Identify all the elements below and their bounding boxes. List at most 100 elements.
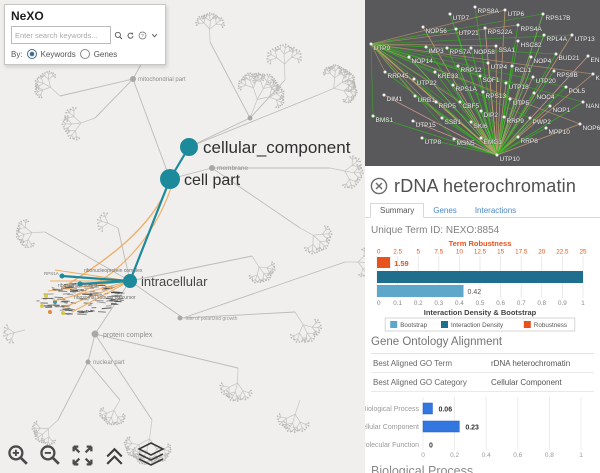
gene-node[interactable] xyxy=(510,64,514,68)
radio-keywords[interactable] xyxy=(26,49,37,59)
gene-node[interactable] xyxy=(382,93,386,97)
gene-node[interactable] xyxy=(421,25,425,29)
radio-genes[interactable] xyxy=(79,49,90,59)
gene-network-canvas[interactable]: UTP9 RPS8A UTP6 UTP7 RPS17B NOP56 UTP21 RPS22A R… xyxy=(365,0,600,166)
ontology-node[interactable] xyxy=(85,359,91,365)
go-alignment-chart: 0 0.2 0.4 0.6 0.8 1 Biological Process 0.06 Cell… xyxy=(365,397,583,459)
gene-node[interactable] xyxy=(473,5,477,9)
gene-node[interactable] xyxy=(412,77,416,81)
gene-node[interactable] xyxy=(445,46,449,50)
gene-node[interactable] xyxy=(452,137,456,141)
zoom-out-button[interactable] xyxy=(38,443,63,468)
gene-node[interactable] xyxy=(570,33,574,37)
close-icon[interactable] xyxy=(370,177,388,195)
gene-node[interactable] xyxy=(541,12,545,16)
ontology-node[interactable] xyxy=(91,330,99,338)
ontology-node[interactable] xyxy=(247,115,253,121)
gene-node[interactable] xyxy=(508,97,512,101)
go-row-label: Best Aligned GO Category xyxy=(373,378,467,387)
gene-node[interactable] xyxy=(544,126,548,130)
gene-node[interactable] xyxy=(516,135,520,139)
gene-node[interactable] xyxy=(434,100,438,104)
search-icon[interactable] xyxy=(114,29,123,42)
gene-label: NOP1 xyxy=(553,107,571,114)
gene-node[interactable] xyxy=(369,42,373,46)
radio-keywords-label: Keywords xyxy=(40,49,76,59)
gene-node[interactable] xyxy=(486,61,490,65)
gene-node[interactable] xyxy=(548,104,552,108)
ontology-node-selected[interactable] xyxy=(123,274,137,288)
tab-interactions[interactable]: Interactions xyxy=(474,206,517,215)
gene-node[interactable] xyxy=(483,26,487,30)
gene-node[interactable] xyxy=(504,81,508,85)
gene-node[interactable] xyxy=(411,119,415,123)
gene-node[interactable] xyxy=(383,70,387,74)
search-input[interactable] xyxy=(11,26,111,44)
gene-node[interactable] xyxy=(528,116,532,120)
gene-node[interactable] xyxy=(516,23,520,27)
ontology-node[interactable] xyxy=(177,315,183,321)
gene-node[interactable] xyxy=(586,54,590,58)
gene-node[interactable] xyxy=(529,55,533,59)
gene-node[interactable] xyxy=(503,8,507,12)
ontology-node[interactable] xyxy=(209,165,215,171)
gene-node[interactable] xyxy=(413,94,417,98)
gene-node[interactable] xyxy=(478,74,482,78)
biological-process-heading: Biological Process xyxy=(371,464,594,473)
svg-text:0.9: 0.9 xyxy=(558,300,567,307)
gene-node[interactable] xyxy=(479,109,483,113)
gene-node[interactable] xyxy=(458,100,462,104)
ontology-node-selected[interactable] xyxy=(180,138,198,156)
gene-node[interactable] xyxy=(433,70,437,74)
help-icon[interactable]: ? xyxy=(138,29,147,42)
gene-node[interactable] xyxy=(516,39,520,43)
tab-summary[interactable]: Summary xyxy=(370,203,425,218)
gene-node[interactable] xyxy=(495,153,499,157)
chevron-down-icon[interactable] xyxy=(150,29,159,42)
collapse-button[interactable] xyxy=(102,443,127,468)
gene-label: URB1 xyxy=(418,97,436,104)
fit-to-screen-button[interactable] xyxy=(70,443,95,468)
ontology-node-selected[interactable] xyxy=(77,281,83,287)
gene-node[interactable] xyxy=(469,120,473,124)
gene-node[interactable] xyxy=(440,116,444,120)
gene-node[interactable] xyxy=(542,33,546,37)
gene-node[interactable] xyxy=(502,115,506,119)
gene-node[interactable] xyxy=(532,91,536,95)
gene-node[interactable] xyxy=(581,100,585,104)
gene-node[interactable] xyxy=(554,52,558,56)
svg-text:0.7: 0.7 xyxy=(517,300,526,307)
gene-node[interactable] xyxy=(448,12,452,16)
gene-node[interactable] xyxy=(552,69,556,73)
gene-label: DIM1 xyxy=(387,96,403,103)
svg-text:1: 1 xyxy=(579,452,583,459)
gene-node[interactable] xyxy=(424,45,428,49)
gene-node[interactable] xyxy=(456,64,460,68)
gene-node[interactable] xyxy=(451,83,455,87)
gene-node[interactable] xyxy=(578,122,582,126)
gene-node[interactable] xyxy=(591,72,595,76)
zoom-in-button[interactable] xyxy=(6,443,31,468)
ontology-node-selected[interactable] xyxy=(59,273,65,279)
gene-node[interactable] xyxy=(420,136,424,140)
gene-node[interactable] xyxy=(469,46,473,50)
ontology-node[interactable] xyxy=(130,76,136,82)
svg-text:0.06: 0.06 xyxy=(438,407,452,414)
gene-node[interactable] xyxy=(454,27,458,31)
gene-node[interactable] xyxy=(481,90,485,94)
gene-node[interactable] xyxy=(371,114,375,118)
gene-node[interactable] xyxy=(407,55,411,59)
go-chart-bar xyxy=(422,420,460,433)
gene-node[interactable] xyxy=(494,44,498,48)
gene-node[interactable] xyxy=(564,85,568,89)
gene-node[interactable] xyxy=(479,136,483,140)
layers-button[interactable] xyxy=(136,440,166,470)
gene-label: HSC82 xyxy=(521,42,542,49)
svg-text:22.5: 22.5 xyxy=(556,249,569,256)
ontology-node-selected[interactable] xyxy=(160,169,180,189)
gene-node[interactable] xyxy=(531,75,535,79)
go-chart-category: Biological Process xyxy=(365,406,419,413)
refresh-icon[interactable] xyxy=(126,29,135,42)
tab-genes[interactable]: Genes xyxy=(433,206,457,215)
